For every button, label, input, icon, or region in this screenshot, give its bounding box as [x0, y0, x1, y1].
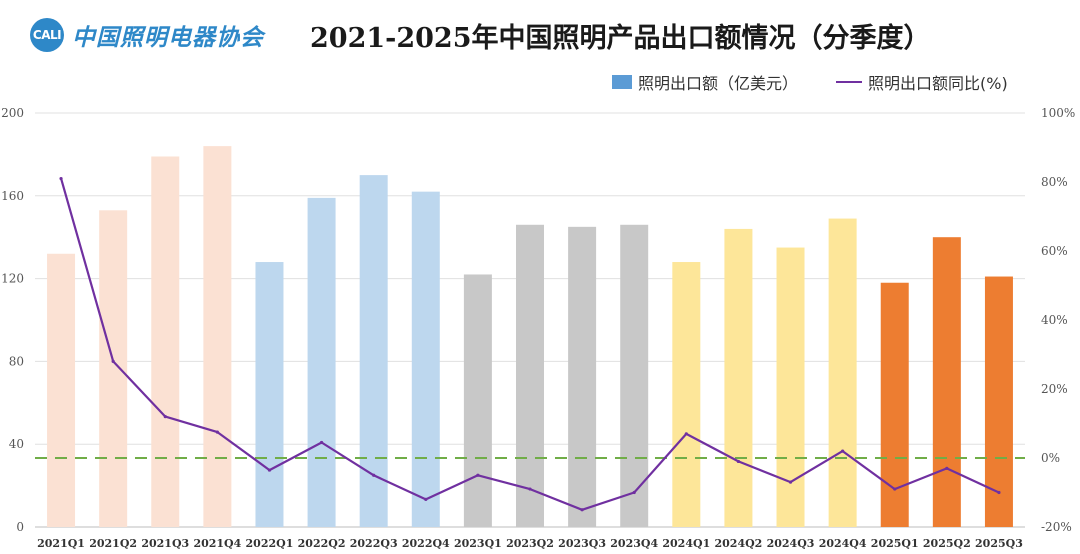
bar-2022Q1	[255, 262, 284, 527]
y-right-tick-label: 80%	[1041, 175, 1068, 189]
bar-2025Q2	[932, 237, 961, 527]
yoy-point-2024Q2	[736, 459, 741, 464]
x-tick-label: 2022Q2	[298, 537, 346, 550]
bar-2021Q2	[99, 210, 128, 528]
bar-2024Q3	[776, 247, 805, 528]
x-tick-label: 2022Q3	[350, 537, 398, 550]
y-left-tick-label: 120	[1, 272, 24, 286]
logo-text: 中国照明电器协会	[72, 24, 264, 51]
y-right-tick-label: 0%	[1041, 451, 1060, 465]
bar-2023Q4	[620, 224, 649, 527]
yoy-point-2025Q1	[893, 487, 897, 491]
logo: CALI 中国照明电器协会	[30, 18, 264, 52]
x-tick-label: 2025Q1	[871, 537, 919, 550]
x-tick-label: 2024Q2	[714, 537, 762, 550]
yoy-point-2024Q3	[788, 480, 793, 484]
x-tick-label: 2024Q4	[819, 537, 867, 550]
y-left-tick-label: 0	[16, 520, 24, 534]
x-tick-label: 2022Q4	[402, 537, 450, 550]
logo-mark-icon: CALI	[30, 18, 64, 52]
legend-line-swatch-icon	[836, 81, 863, 83]
y-right-tick-label: 40%	[1041, 313, 1068, 327]
chart-title: 2021-2025年中国照明产品出口额情况（分季度）	[310, 23, 931, 54]
bar-2023Q2	[516, 224, 544, 527]
bar-2022Q2	[307, 197, 336, 527]
x-tick-label: 2021Q4	[193, 537, 241, 550]
legend-bar-swatch-icon	[612, 75, 632, 89]
y-left-tick-label: 40	[9, 437, 24, 451]
bar-2021Q3	[151, 156, 180, 527]
x-tick-label: 2021Q2	[89, 537, 137, 550]
y-right-tick-label: -20%	[1041, 520, 1072, 534]
yoy-point-2022Q1	[267, 468, 272, 472]
x-tick-label: 2022Q1	[246, 537, 294, 550]
x-tick-label: 2025Q2	[923, 537, 971, 550]
bar-2023Q3	[568, 226, 597, 527]
y-left-tick-label: 200	[1, 106, 24, 120]
x-tick-label: 2023Q2	[506, 537, 554, 550]
yoy-point-2021Q2	[111, 359, 115, 363]
yoy-point-2021Q4	[215, 430, 219, 434]
y-right-tick-label: 20%	[1041, 382, 1068, 396]
bar-2024Q4	[828, 218, 857, 527]
yoy-point-2025Q3	[997, 490, 1001, 495]
yoy-point-2021Q3	[163, 415, 167, 419]
x-tick-label: 2021Q1	[37, 537, 85, 550]
legend-bar-label: 照明出口额（亿美元）	[638, 74, 799, 93]
x-tick-label: 2021Q3	[141, 537, 189, 550]
yoy-point-2023Q1	[476, 473, 480, 477]
bar-2021Q4	[203, 146, 232, 527]
bar-2024Q2	[724, 228, 753, 528]
yoy-point-2022Q3	[372, 473, 376, 477]
y-left-tick-label: 80	[9, 354, 24, 368]
yoy-point-2022Q2	[319, 440, 324, 445]
x-tick-label: 2024Q3	[767, 537, 815, 550]
x-tick-label: 2023Q1	[454, 537, 502, 550]
bar-2025Q3	[984, 276, 1013, 527]
y-left-tick-label: 160	[1, 189, 24, 203]
yoy-point-2023Q2	[528, 487, 532, 491]
legend-item-bars: 照明出口额（亿美元）	[612, 70, 798, 94]
bar-2024Q1	[672, 262, 701, 527]
yoy-point-2025Q2	[945, 466, 949, 470]
yoy-point-2024Q4	[841, 449, 845, 453]
legend: 照明出口额（亿美元） 照明出口额同比(%)	[612, 70, 1046, 94]
yoy-point-2022Q4	[424, 497, 428, 501]
bar-2021Q1	[47, 253, 76, 527]
yoy-point-2023Q3	[580, 508, 584, 512]
y-right-tick-label: 60%	[1041, 244, 1068, 258]
x-tick-label: 2024Q1	[662, 537, 710, 550]
legend-item-line: 照明出口额同比(%)	[836, 70, 1008, 94]
legend-line-label: 照明出口额同比(%)	[868, 74, 1008, 93]
x-tick-label: 2025Q3	[975, 537, 1023, 550]
x-tick-label: 2023Q4	[610, 537, 658, 550]
bar-2022Q4	[411, 191, 440, 527]
header: CALI 中国照明电器协会 2021-2025年中国照明产品出口额情况（分季度）	[0, 0, 1080, 62]
y-right-tick-label: 100%	[1041, 106, 1075, 120]
yoy-point-2023Q4	[632, 490, 636, 495]
yoy-point-2021Q1	[59, 176, 63, 181]
x-tick-label: 2023Q3	[558, 537, 606, 550]
bar-2023Q1	[463, 274, 492, 527]
yoy-point-2024Q1	[684, 432, 688, 436]
